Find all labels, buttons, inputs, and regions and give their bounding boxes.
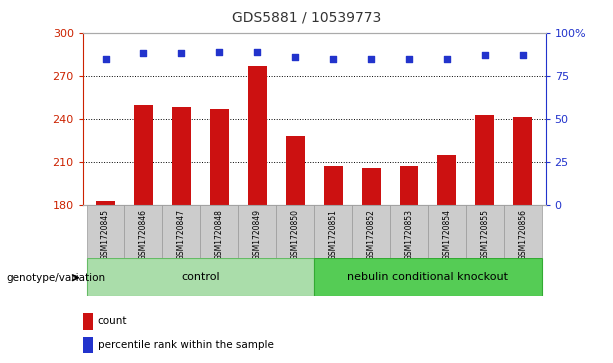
Point [404,56,414,61]
Bar [314,205,352,258]
Point [328,56,338,61]
Bar [248,66,267,205]
Text: GDS5881 / 10539773: GDS5881 / 10539773 [232,11,381,25]
Point [139,50,148,56]
Text: genotype/variation: genotype/variation [6,273,105,283]
Point [291,54,300,60]
Text: count: count [97,316,127,326]
Text: GSM1720856: GSM1720856 [519,209,527,260]
Text: GSM1720847: GSM1720847 [177,209,186,260]
Text: GSM1720849: GSM1720849 [253,209,262,260]
Text: GSM1720855: GSM1720855 [481,209,489,260]
Text: GSM1720846: GSM1720846 [139,209,148,260]
Point [215,49,224,54]
Text: percentile rank within the sample: percentile rank within the sample [97,340,273,350]
Bar [362,168,381,205]
Bar [428,205,466,258]
Bar [400,166,419,205]
Point [366,56,376,61]
Text: nebulin conditional knockout: nebulin conditional knockout [348,272,508,282]
Text: GSM1720850: GSM1720850 [291,209,300,260]
Bar [513,118,532,205]
Point [518,52,528,58]
Bar [210,109,229,205]
Point [480,52,490,58]
Point [253,49,262,54]
Bar [476,115,494,205]
Bar [134,105,153,205]
Text: GSM1720848: GSM1720848 [215,209,224,260]
Point [442,56,452,61]
Bar [200,205,238,258]
Bar [324,166,343,205]
Bar [238,205,276,258]
Bar [466,205,504,258]
Bar [352,205,390,258]
Bar [314,258,542,296]
Bar [438,155,457,205]
Bar [96,201,115,205]
Bar [83,313,93,330]
Bar [86,258,314,296]
Text: GSM1720854: GSM1720854 [443,209,451,260]
Bar [390,205,428,258]
Bar [83,337,93,354]
Text: GSM1720851: GSM1720851 [329,209,338,260]
Bar [86,205,124,258]
Text: control: control [181,272,219,282]
Bar [286,136,305,205]
Text: GSM1720852: GSM1720852 [367,209,376,260]
Bar [504,205,542,258]
Text: GSM1720845: GSM1720845 [101,209,110,260]
Text: GSM1720853: GSM1720853 [405,209,414,260]
Bar [162,205,200,258]
Point [101,56,110,61]
Bar [124,205,162,258]
Bar [172,107,191,205]
Point [177,50,186,56]
Bar [276,205,314,258]
